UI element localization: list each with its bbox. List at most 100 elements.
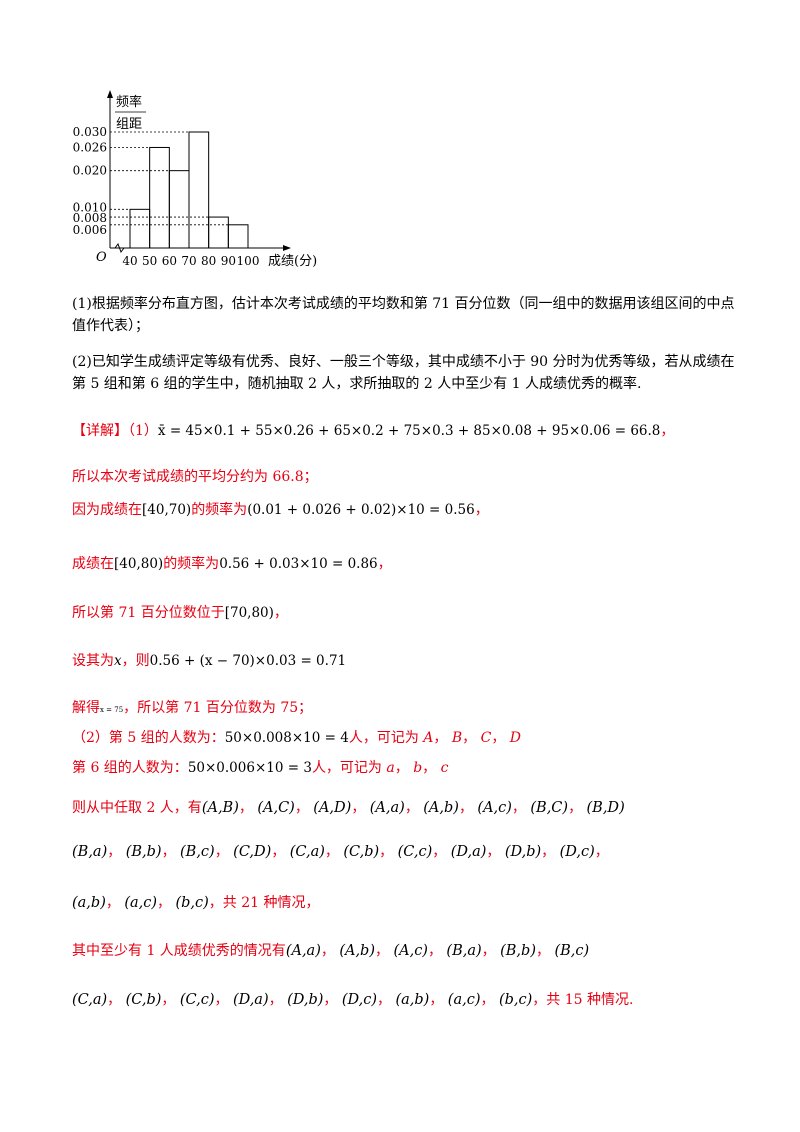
separator: ， [377,992,396,1008]
y-tick-label: 0.026 [73,140,107,154]
separator: ， [375,943,394,959]
separator: ， [511,800,531,816]
pair-item: c [440,760,449,776]
solution-tag: 【详解】 [72,423,128,439]
question-part2: (2)已知学生成绩评定等级有优秀、良好、一般三个等级，其中成绩不小于 90 分时… [72,354,735,392]
x-tick-label: 60 [162,254,177,268]
separator: ， [214,992,233,1008]
pair-item: (C,b) [125,992,162,1008]
line5-pre: 所以第 71 百分位数位于 [72,605,225,621]
pair-item: B [451,730,463,746]
pair-item: D [509,730,522,746]
group5-count-formula: 50×0.008×10 = 4 [224,730,349,746]
interval-40-80: [40,80) [114,556,164,572]
pair-item: (C,b) [343,844,380,860]
line6-pre: 设其为 [72,653,114,669]
pair-item: (D,c) [341,992,378,1008]
solution-line-6: 设其为x，则0.56 + (x − 70)×0.03 = 0.71 [72,650,346,670]
pair-item: (B,b) [125,844,162,860]
question-part1: (1)根据频率分布直方图，估计本次考试成绩的平均数和第 71 百分位数（同一组中… [72,296,735,334]
solution-line-10: 则从中任取 2 人，有(A,B)， (A,C)， (A,D)， (A,a)， (… [72,797,625,817]
separator: ， [404,800,424,816]
group6-count-formula: 50×0.006×10 = 3 [187,760,312,776]
separator: ， [324,844,344,860]
histogram-bar [168,170,190,249]
all-pairs-row3: (a,b)， (a,c)， (b,c) [72,895,209,911]
pair-item: (B,c) [554,943,590,959]
comma: ， [474,502,489,518]
separator: ， [105,895,125,911]
separator: ， [594,844,609,860]
pair-item: (B,a) [446,943,482,959]
pair-item: (A,b) [423,800,459,816]
line14-pre: 其中至少有 1 人成绩优秀的情况有 [72,943,286,959]
histogram-bar [129,208,151,249]
freq-formula-40-80: 0.56 + 0.03×10 = 0.86 [219,556,378,572]
y-axis-label-top: 频率 [116,94,142,110]
pair-item: a [386,760,395,776]
separator: ， [157,895,176,911]
pair-item: (C,a) [72,992,108,1008]
pair-item: (C,a) [289,844,325,860]
total-cases: ，共 21 种情况， [208,895,320,911]
solution-line-9: 第 6 组的人数为：50×0.006×10 = 3人，可记为 a， b， c [72,757,448,777]
line4-pre: 成绩在 [72,556,114,572]
line9-pre: 第 6 组的人数为： [72,760,188,776]
separator: ， [433,730,452,746]
comma: ， [273,605,288,621]
separator: ， [238,800,258,816]
solution-line-2: 所以本次考试成绩的平均分约为 66.8； [72,469,318,485]
pair-item: (B,D) [586,800,625,816]
pair-item: (C,c) [397,844,433,860]
separator: ， [323,992,342,1008]
line9-post: 人，可记为 [311,760,382,776]
x-tick-label: 100 [237,254,260,268]
group5-letters: A， B， C， D [423,730,521,746]
y-axis-arrow [107,90,113,98]
pair-item: (B,c) [180,844,215,860]
solution-line-4: 成绩在[40,80)的频率为0.56 + 0.03×10 = 0.86， [72,553,392,573]
mean-formula: x̄ = 45×0.1 + 55×0.26 + 65×0.2 + 75×0.3 … [157,423,661,439]
separator: ， [214,844,234,860]
separator: ， [161,992,180,1008]
interval-40-70: [40,70) [142,502,192,518]
separator: ， [486,844,505,860]
separator: ， [320,943,340,959]
x-tick-label: 70 [181,254,196,268]
pair-item: C [480,730,492,746]
pair-item: (D,c) [559,844,595,860]
separator: ， [481,943,501,959]
good-pairs-row1: (A,a)， (A,b)， (A,c)， (B,a)， (B,b)， (B,c) [286,943,589,959]
separator: ， [432,844,451,860]
line4-mid: 的频率为 [163,556,220,572]
solution-line-mean: 【详解】（1）x̄ = 45×0.1 + 55×0.26 + 65×0.2 + … [72,420,674,440]
all-pairs-row2: (B,a)， (B,b)， (B,c)， (C,D)， (C,a)， (C,b)… [72,841,609,861]
separator: ， [491,730,510,746]
separator: ， [568,800,587,816]
pair-item: (A,b) [339,943,375,959]
x-tick-label: 80 [201,254,216,268]
all-pairs-row3-line: (a,b)， (a,c)， (b,c)，共 21 种情况， [72,892,320,912]
separator: ， [458,800,478,816]
x-tick-label: 50 [142,254,157,268]
pair-item: (A,c) [393,943,428,959]
separator: ， [429,992,448,1008]
solve-result: x = 75 [100,706,124,714]
pair-item: (a,b) [72,895,106,911]
y-tick-label: 0.020 [73,164,107,178]
x-axis-arrow [283,245,291,251]
separator: ， [394,760,414,776]
pair-item: b [413,760,423,776]
line8-post: 人，可记为 [348,730,419,746]
pair-item: (D,a) [232,992,269,1008]
separator: ， [107,844,126,860]
y-tick-label: 0.030 [73,125,107,139]
pair-item: (D,b) [504,844,542,860]
pair-item: (B,C) [530,800,569,816]
solution-line-7: 解得x = 75，所以第 71 百分位数为 75； [72,697,312,717]
pair-item: (C,c) [179,992,215,1008]
x-tick-label: 40 [122,254,137,268]
part1-label: （1） [128,423,158,439]
pair-item: (A,a) [285,943,321,959]
